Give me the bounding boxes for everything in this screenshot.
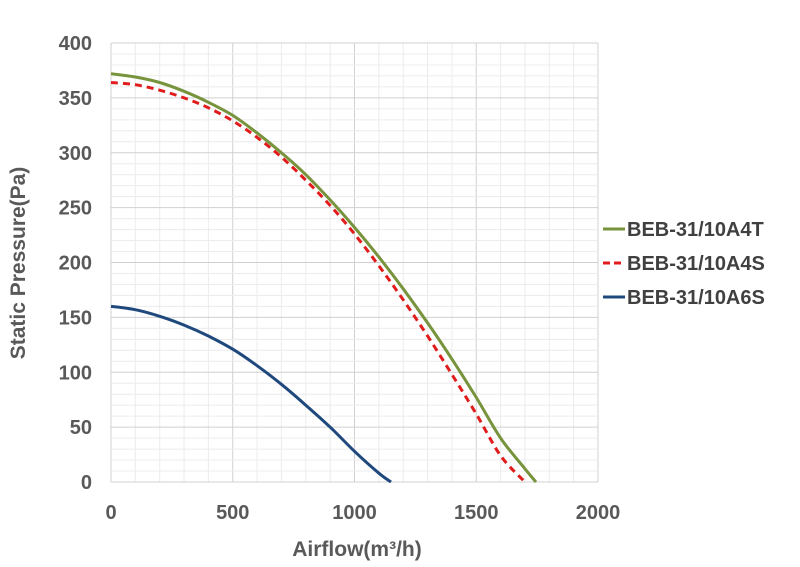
- y-tick-labels: 0 50 100 150 200 250 300 350 400: [59, 33, 92, 494]
- series-line-2: [110, 81, 527, 484]
- y-tick-label: 300: [59, 143, 92, 165]
- legend-label: BEB-31/10A4S: [627, 253, 765, 275]
- x-tick-label: 0: [105, 502, 116, 524]
- x-axis-title: Airflow(m³/h): [292, 538, 421, 561]
- x-tick-label: 500: [216, 502, 249, 524]
- series-line-3: [110, 304, 392, 484]
- y-tick-label: 150: [59, 307, 92, 329]
- legend-label: BEB-31/10A4T: [627, 219, 764, 241]
- y-tick-label: 250: [59, 198, 92, 220]
- y-tick-label: 200: [59, 253, 92, 275]
- y-tick-label: 0: [81, 472, 92, 494]
- y-axis-title: Static Pressure(Pa): [7, 167, 30, 360]
- series-lines: [110, 72, 538, 484]
- x-tick-label: 1500: [454, 502, 499, 524]
- y-tick-label: 50: [70, 417, 92, 439]
- series-line-1: [110, 72, 538, 483]
- y-tick-label: 100: [59, 362, 92, 384]
- x-tick-labels: 0 500 1000 1500 2000: [105, 502, 620, 524]
- x-tick-label: 1000: [332, 502, 377, 524]
- y-tick-label: 350: [59, 88, 92, 110]
- legend-label: BEB-31/10A6S: [627, 287, 765, 309]
- legend: BEB-31/10A4T BEB-31/10A4S BEB-31/10A6S: [603, 219, 765, 309]
- y-tick-label: 400: [59, 33, 92, 55]
- x-tick-label: 2000: [576, 502, 621, 524]
- grid-lines: [110, 42, 599, 483]
